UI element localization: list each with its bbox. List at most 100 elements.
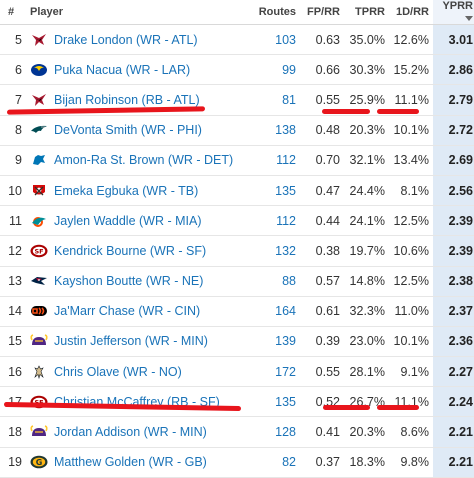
player-link[interactable]: Emeka Egbuka (WR - TB) <box>54 183 199 198</box>
tprr-cell: 26.7% <box>344 386 389 418</box>
yprr-cell: 2.56 <box>433 175 474 207</box>
player-cell: Justin Jefferson (WR - MIN) <box>27 326 252 358</box>
1d-rr-cell: 9.1% <box>389 356 433 388</box>
packers-icon: G <box>30 455 48 469</box>
player-cell: Jaylen Waddle (WR - MIA) <box>27 205 252 237</box>
player-link[interactable]: Matthew Golden (WR - GB) <box>54 455 207 470</box>
patriots-icon <box>30 274 48 288</box>
routes-cell[interactable]: 128 <box>252 416 302 448</box>
routes-cell[interactable]: 139 <box>252 326 302 358</box>
header-fp-rr[interactable]: FP/RR <box>302 0 344 25</box>
vikings-icon <box>30 334 48 348</box>
header-1d-rr[interactable]: 1D/RR <box>389 0 433 25</box>
yprr-cell: 2.36 <box>433 326 474 358</box>
1d-rr-cell: 8.6% <box>389 416 433 448</box>
table-row: 16 Chris Olave (WR - NO) 172 0.55 28.1% … <box>0 356 474 388</box>
table-row: 8 DeVonta Smith (WR - PHI) 138 0.48 20.3… <box>0 115 474 146</box>
rank-cell: 5 <box>0 24 27 56</box>
header-tprr[interactable]: TPRR <box>344 0 389 25</box>
yprr-cell: 2.72 <box>433 115 474 146</box>
routes-cell[interactable]: 164 <box>252 296 302 327</box>
tprr-cell: 32.1% <box>344 145 389 176</box>
yprr-cell: 2.37 <box>433 296 474 327</box>
1d-rr-cell: 11.0% <box>389 296 433 327</box>
rank-cell: 11 <box>0 205 27 237</box>
rank-cell: 13 <box>0 266 27 297</box>
player-cell: Kayshon Boutte (WR - NE) <box>27 266 252 297</box>
yprr-cell: 3.01 <box>433 24 474 56</box>
player-link[interactable]: DeVonta Smith (WR - PHI) <box>54 123 202 138</box>
player-link[interactable]: Drake London (WR - ATL) <box>54 32 198 47</box>
1d-rr-cell: 10.1% <box>389 326 433 358</box>
player-link[interactable]: Amon-Ra St. Brown (WR - DET) <box>54 153 234 168</box>
saints-icon <box>30 364 48 379</box>
routes-cell[interactable]: 172 <box>252 356 302 388</box>
falcons-icon <box>30 93 48 107</box>
routes-cell[interactable]: 132 <box>252 235 302 267</box>
table-row: 18 Jordan Addison (WR - MIN) 128 0.41 20… <box>0 416 474 448</box>
routes-cell[interactable]: 135 <box>252 386 302 418</box>
annotation-underline-bijan-tprr <box>322 109 370 114</box>
fp-rr-cell: 0.66 <box>302 54 344 86</box>
player-link[interactable]: Jaylen Waddle (WR - MIA) <box>54 213 202 228</box>
svg-text:G: G <box>36 458 43 467</box>
routes-cell[interactable]: 112 <box>252 205 302 237</box>
header-yprr[interactable]: YPRR <box>433 0 474 25</box>
player-link[interactable]: Jordan Addison (WR - MIN) <box>54 425 207 440</box>
table-row: 6 Puka Nacua (WR - LAR) 99 0.66 30.3% 15… <box>0 54 474 86</box>
routes-cell[interactable]: 99 <box>252 54 302 86</box>
1d-rr-cell: 10.1% <box>389 115 433 146</box>
tprr-cell: 28.1% <box>344 356 389 388</box>
tprr-cell: 19.7% <box>344 235 389 267</box>
table-row: 9 Amon-Ra St. Brown (WR - DET) 112 0.70 … <box>0 145 474 176</box>
player-link[interactable]: Justin Jefferson (WR - MIN) <box>54 334 208 349</box>
routes-cell[interactable]: 138 <box>252 115 302 146</box>
routes-cell[interactable]: 112 <box>252 145 302 176</box>
routes-cell[interactable]: 103 <box>252 24 302 56</box>
tprr-cell: 23.0% <box>344 326 389 358</box>
yprr-cell: 2.69 <box>433 145 474 176</box>
fp-rr-cell: 0.57 <box>302 266 344 297</box>
table-row: 11 Jaylen Waddle (WR - MIA) 112 0.44 24.… <box>0 205 474 237</box>
rank-cell: 12 <box>0 235 27 267</box>
player-link[interactable]: Chris Olave (WR - NO) <box>54 364 182 379</box>
1d-rr-cell: 11.1% <box>389 386 433 418</box>
player-cell: Drake London (WR - ATL) <box>27 24 252 56</box>
fp-rr-cell: 0.61 <box>302 296 344 327</box>
table-row: 17 SF Christian McCaffrey (RB - SF) 135 … <box>0 386 474 418</box>
table-row: 10 Emeka Egbuka (WR - TB) 135 0.47 24.4%… <box>0 175 474 207</box>
player-cell: SF Christian McCaffrey (RB - SF) <box>27 386 252 418</box>
player-link[interactable]: Ja'Marr Chase (WR - CIN) <box>54 304 201 319</box>
1d-rr-cell: 13.4% <box>389 145 433 176</box>
fp-rr-cell: 0.70 <box>302 145 344 176</box>
rank-cell: 16 <box>0 356 27 388</box>
fp-rr-cell: 0.38 <box>302 235 344 267</box>
player-link[interactable]: Bijan Robinson (RB - ATL) <box>54 92 200 107</box>
table-row: 12 SF Kendrick Bourne (WR - SF) 132 0.38… <box>0 235 474 267</box>
1d-rr-cell: 10.6% <box>389 235 433 267</box>
header-player[interactable]: Player <box>27 0 252 25</box>
fp-rr-cell: 0.52 <box>302 386 344 418</box>
routes-cell[interactable]: 81 <box>252 84 302 116</box>
player-cell: Chris Olave (WR - NO) <box>27 356 252 388</box>
49ers-icon: SF <box>30 244 48 258</box>
header-row: # Player Routes FP/RR TPRR 1D/RR YPRR <box>0 0 474 25</box>
fp-rr-cell: 0.41 <box>302 416 344 448</box>
yprr-cell: 2.39 <box>433 205 474 237</box>
rank-cell: 10 <box>0 175 27 207</box>
player-link[interactable]: Kayshon Boutte (WR - NE) <box>54 274 204 289</box>
1d-rr-cell: 15.2% <box>389 54 433 86</box>
player-link[interactable]: Puka Nacua (WR - LAR) <box>54 62 191 77</box>
header-routes[interactable]: Routes <box>252 0 302 25</box>
routes-cell[interactable]: 88 <box>252 266 302 297</box>
routes-cell[interactable]: 135 <box>252 175 302 207</box>
player-cell: SF Kendrick Bourne (WR - SF) <box>27 235 252 267</box>
tprr-cell: 24.4% <box>344 175 389 207</box>
yprr-cell: 2.38 <box>433 266 474 297</box>
fp-rr-cell: 0.39 <box>302 326 344 358</box>
lions-icon <box>30 153 48 167</box>
header-rank[interactable]: # <box>0 0 27 25</box>
player-cell: Ja'Marr Chase (WR - CIN) <box>27 296 252 327</box>
annotation-underline-mccaffrey-1drr <box>377 405 419 410</box>
player-link[interactable]: Kendrick Bourne (WR - SF) <box>54 243 207 258</box>
